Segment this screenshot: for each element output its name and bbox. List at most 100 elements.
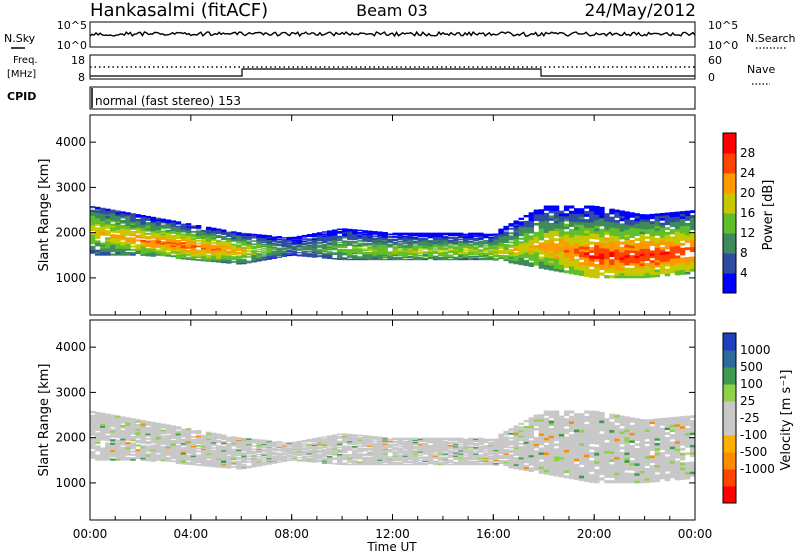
power-echo-cell (362, 238, 368, 240)
velocity-echo-cell (468, 438, 474, 441)
power-echo-cell (548, 217, 555, 221)
velocity-echo-cell (402, 443, 409, 446)
power-echo-cell (468, 252, 474, 254)
velocity-echo-cell (498, 434, 504, 437)
power-echo-cell (347, 231, 353, 233)
velocity-echo-cell (271, 452, 277, 454)
velocity-echo-cell (543, 457, 550, 460)
velocity-echo-cell (296, 446, 303, 448)
velocity-echo-cell (140, 424, 146, 427)
velocity-echo-cell (579, 421, 585, 425)
velocity-echo-cell (216, 451, 222, 454)
power-echo-cell (377, 241, 383, 243)
power-echo-cell (296, 252, 303, 254)
power-echo-cell (513, 257, 519, 260)
power-echo-cell (311, 256, 318, 258)
velocity-echo-cell (271, 459, 277, 461)
velocity-echo-cell (377, 456, 383, 458)
power-echo-cell (291, 238, 298, 240)
power-echo-cell (140, 243, 146, 245)
power-echo-cell (236, 257, 242, 260)
velocity-echo-cell (392, 458, 398, 460)
power-echo-cell (185, 246, 192, 249)
power-echo-cell (100, 222, 106, 225)
power-echo-cell (337, 244, 343, 246)
velocity-echo-cell (513, 462, 519, 465)
power-echo-cell (160, 251, 167, 254)
power-echo-cell (664, 261, 671, 265)
power-echo-cell (382, 245, 388, 248)
power-echo-cell (221, 237, 227, 239)
power-echo-cell (397, 237, 403, 240)
velocity-echo-cell (558, 456, 565, 460)
power-echo-cell (301, 248, 308, 250)
power-echo-cell (231, 247, 237, 250)
power-echo-cell (301, 246, 308, 248)
velocity-echo-cell (422, 450, 429, 452)
power-echo-cell (684, 230, 691, 234)
velocity-echo-cell (392, 462, 398, 465)
power-echo-cell (311, 244, 318, 246)
power-echo-cell (382, 254, 388, 256)
power-echo-cell (337, 236, 343, 239)
power-echo-cell (523, 253, 530, 257)
velocity-echo-cell (463, 456, 469, 458)
power-echo-cell (110, 246, 116, 249)
velocity-echo-cell (281, 456, 288, 458)
power-echo-cell (503, 248, 509, 250)
power-echo-cell (427, 249, 434, 251)
velocity-echo-cell (205, 459, 212, 462)
velocity-echo-cell (110, 435, 116, 438)
power-echo-cell (332, 231, 338, 234)
power-echo-cell (684, 222, 691, 226)
power-echo-cell (407, 243, 414, 245)
power-echo-cell (256, 241, 262, 243)
power-echo-cell (579, 267, 585, 271)
power-echo-cell (503, 255, 509, 257)
power-echo-cell (130, 226, 136, 229)
power-echo-cell (584, 257, 590, 261)
velocity-echo-cell (493, 439, 499, 442)
velocity-echo-cell (488, 444, 494, 447)
power-echo-cell (644, 231, 651, 235)
velocity-echo-cell (332, 441, 338, 443)
velocity-echo-cell (306, 458, 313, 460)
velocity-echo-cell (170, 453, 177, 455)
velocity-echo-cell (236, 467, 242, 470)
power-echo-cell (301, 253, 308, 255)
power-echo-cell (115, 227, 121, 230)
power-echo-cell (205, 260, 212, 262)
power-echo-cell (256, 258, 262, 260)
velocity-echo-cell (291, 451, 298, 453)
velocity-echo-cell (563, 441, 570, 445)
velocity-echo-cell (256, 448, 262, 450)
velocity-echo-cell (90, 433, 96, 437)
power-echo-cell (432, 239, 439, 242)
power-echo-cell (165, 245, 172, 248)
velocity-echo-cell (110, 449, 116, 452)
velocity-echo-cell (160, 437, 167, 439)
velocity-echo-cell (165, 456, 172, 459)
power-echo-cell (548, 205, 555, 209)
velocity-echo-cell (216, 459, 222, 462)
velocity-echo-cell (382, 444, 388, 446)
power-echo-cell (609, 221, 615, 226)
power-echo-cell (236, 238, 242, 240)
power-echo-cell (538, 266, 545, 269)
power-echo-cell (563, 244, 570, 248)
power-echo-cell (140, 233, 146, 236)
power-echo-cell (110, 239, 116, 242)
power-echo-cell (629, 250, 635, 254)
power-echo-cell (105, 251, 111, 254)
velocity-echo-cell (584, 440, 590, 444)
power-echo-cell (538, 216, 545, 220)
velocity-echo-cell (316, 450, 323, 453)
power-echo-cell (594, 250, 600, 254)
velocity-echo-cell (311, 456, 318, 459)
power-echo-cell (286, 247, 293, 249)
power-echo-cell (493, 258, 499, 260)
velocity-echo-cell (281, 449, 288, 451)
velocity-echo-cell (120, 446, 126, 449)
power-echo-cell (528, 212, 535, 215)
